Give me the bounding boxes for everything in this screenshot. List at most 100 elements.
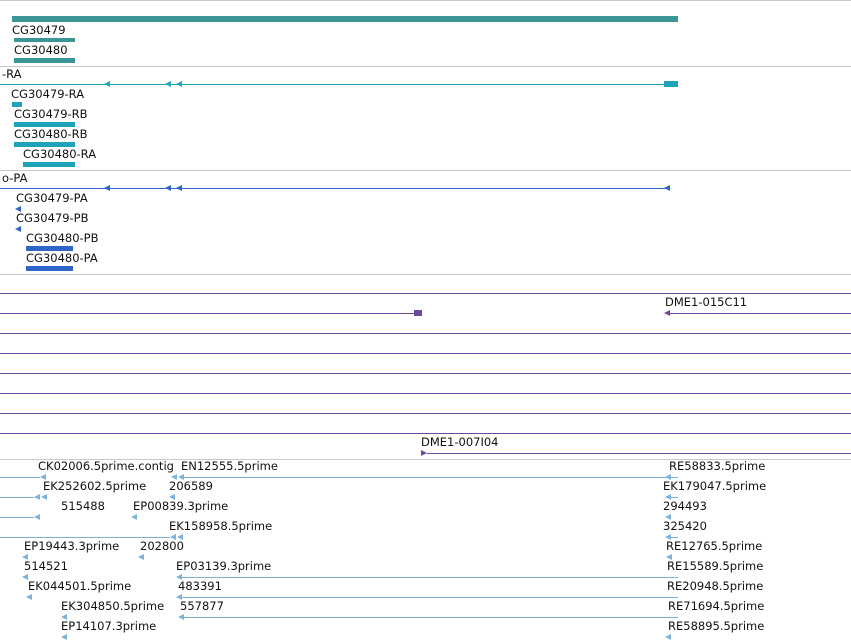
est-feature[interactable]: [0, 517, 34, 518]
gene-label-cg30480[interactable]: CG30480: [14, 43, 68, 57]
est-label[interactable]: RE15589.5prime: [667, 559, 764, 573]
track-separator: [0, 66, 851, 67]
strand-arrow-icon: [34, 514, 40, 520]
protein-bar-cg30479-pa[interactable]: [15, 206, 21, 212]
track-separator-top: [0, 0, 851, 1]
est-label[interactable]: EK158958.5prime: [169, 519, 273, 533]
est-feature[interactable]: [182, 577, 678, 578]
est-feature[interactable]: [184, 477, 678, 478]
strand-arrow-icon: [177, 534, 183, 540]
clone-label-dme1-007i04[interactable]: DME1-007I04: [421, 435, 499, 449]
est-feature[interactable]: [184, 617, 678, 618]
protein-label-cg30479-pa[interactable]: CG30479-PA: [16, 191, 88, 205]
est-feature[interactable]: [670, 537, 678, 538]
est-label[interactable]: 557877: [180, 599, 224, 613]
est-label[interactable]: 294493: [663, 499, 707, 513]
est-label[interactable]: RE12765.5prime: [666, 539, 763, 553]
strand-arrow-icon: [665, 494, 671, 500]
transcript-bar-cg30480-rb[interactable]: [14, 142, 75, 147]
protein-label-cg30480-pa[interactable]: CG30480-PA: [26, 251, 98, 265]
clone-end-marker[interactable]: [421, 450, 427, 456]
est-label[interactable]: CK02006.5prime.contig: [38, 459, 174, 473]
est-label[interactable]: EP00839.3prime: [133, 499, 229, 513]
est-label[interactable]: RE20948.5prime: [667, 579, 764, 593]
clone-line[interactable]: [0, 353, 851, 354]
est-feature[interactable]: [182, 597, 678, 598]
gene-label-cg30479[interactable]: CG30479: [12, 23, 66, 37]
gene-span-bar[interactable]: [12, 16, 678, 22]
clone-end-marker[interactable]: [414, 310, 422, 316]
est-label[interactable]: 483391: [178, 579, 222, 593]
est-feature[interactable]: [0, 537, 170, 538]
clone-label-dme1-015c11[interactable]: DME1-015C11: [665, 295, 748, 309]
transcript-partial-label[interactable]: -RA: [2, 67, 22, 81]
est-feature[interactable]: [670, 497, 678, 498]
clone-line[interactable]: [666, 313, 851, 314]
transcript-label-cg30479-rb[interactable]: CG30479-RB: [14, 107, 88, 121]
strand-arrow-icon: [61, 614, 67, 620]
est-label[interactable]: 325420: [663, 519, 707, 533]
transcript-bar-cg30479-rb[interactable]: [14, 122, 75, 127]
strand-arrow-icon: [665, 514, 671, 520]
est-label[interactable]: 515488: [61, 499, 105, 513]
protein-bar-cg30480-pa[interactable]: [26, 266, 73, 271]
strand-arrow-icon: [40, 474, 46, 480]
transcript-label-cg30479-ra[interactable]: CG30479-RA: [11, 87, 85, 101]
est-label[interactable]: 514521: [24, 559, 68, 573]
transcript-label-cg30480-rb[interactable]: CG30480-RB: [14, 127, 88, 141]
clone-line[interactable]: [0, 333, 851, 334]
strand-arrow-icon: [666, 554, 672, 560]
clone-line[interactable]: [427, 453, 851, 454]
est-label[interactable]: EN12555.5prime: [181, 459, 278, 473]
strand-arrow-icon: [165, 81, 171, 87]
strand-arrow-icon: [665, 634, 671, 640]
strand-arrow-icon: [664, 185, 670, 191]
est-label[interactable]: RE58833.5prime: [669, 459, 766, 473]
strand-arrow-icon: [138, 554, 144, 560]
protein-intron-line[interactable]: [0, 188, 670, 189]
transcript-intron-line[interactable]: [0, 84, 678, 85]
est-label[interactable]: EK179047.5prime: [663, 479, 767, 493]
transcript-exon[interactable]: [664, 81, 678, 87]
strand-arrow-icon: [170, 534, 176, 540]
transcript-bar-cg30479-ra[interactable]: [12, 102, 22, 107]
est-label[interactable]: EK252602.5prime: [43, 479, 147, 493]
est-label[interactable]: EP19443.3prime: [24, 539, 120, 553]
est-label[interactable]: EP14107.3prime: [61, 619, 157, 633]
strand-arrow-icon: [26, 594, 32, 600]
est-label[interactable]: RE71694.5prime: [668, 599, 765, 613]
est-label[interactable]: 202800: [140, 539, 184, 553]
protein-bar-cg30479-pb[interactable]: [15, 226, 21, 232]
transcript-bar-cg30480-ra[interactable]: [23, 162, 75, 167]
protein-label-cg30479-pb[interactable]: CG30479-PB: [16, 211, 89, 225]
est-feature[interactable]: [0, 477, 40, 478]
protein-partial-label[interactable]: o-PA: [2, 171, 28, 185]
clone-line[interactable]: [0, 313, 421, 314]
protein-label-cg30480-pb[interactable]: CG30480-PB: [26, 231, 99, 245]
transcript-label-cg30480-ra[interactable]: CG30480-RA: [23, 147, 97, 161]
est-label[interactable]: RE58895.5prime: [668, 619, 765, 633]
est-label[interactable]: 206589: [169, 479, 213, 493]
protein-bar-cg30480-pb[interactable]: [26, 246, 73, 251]
strand-arrow-icon: [34, 494, 40, 500]
clone-line[interactable]: [0, 373, 851, 374]
strand-arrow-icon: [178, 614, 184, 620]
clone-line[interactable]: [0, 433, 851, 434]
strand-arrow-icon: [176, 185, 182, 191]
clone-line[interactable]: [0, 413, 851, 414]
strand-arrow-icon: [131, 514, 137, 520]
strand-arrow-icon: [664, 310, 670, 316]
gene-bar-cg30479[interactable]: [14, 38, 75, 42]
clone-line[interactable]: [0, 393, 851, 394]
est-feature[interactable]: [0, 497, 34, 498]
strand-arrow-icon: [61, 634, 67, 640]
est-label[interactable]: EP03139.3prime: [176, 559, 272, 573]
strand-arrow-icon: [176, 81, 182, 87]
est-label[interactable]: EK304850.5prime: [61, 599, 165, 613]
est-label[interactable]: EK044501.5prime: [28, 579, 132, 593]
strand-arrow-icon: [41, 494, 47, 500]
strand-arrow-icon: [665, 534, 671, 540]
clone-line[interactable]: [0, 293, 851, 294]
strand-arrow-icon: [165, 185, 171, 191]
gene-bar-cg30480[interactable]: [14, 58, 75, 63]
